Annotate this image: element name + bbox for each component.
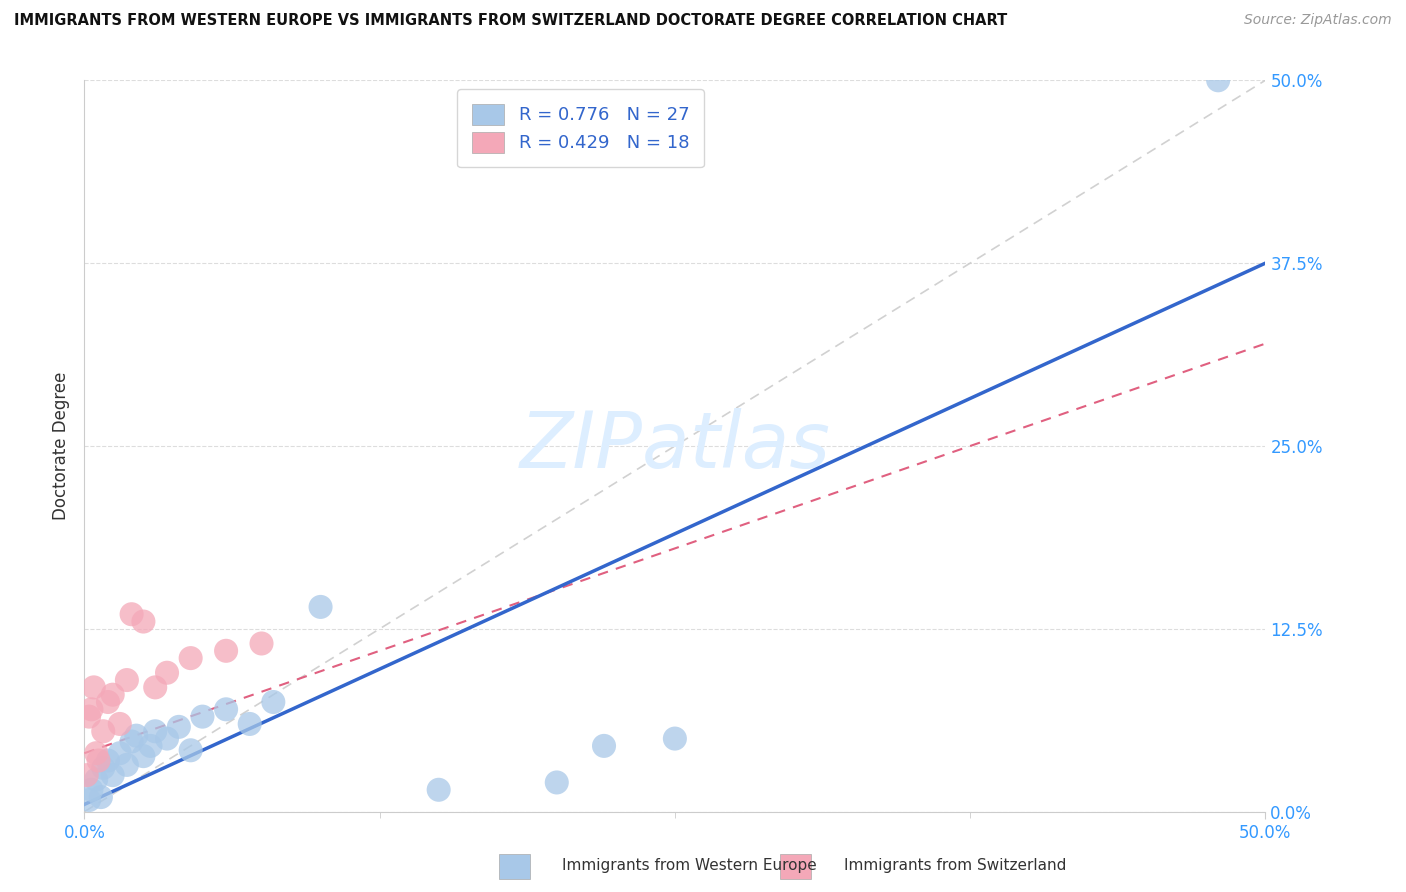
Text: Immigrants from Western Europe: Immigrants from Western Europe (562, 858, 817, 872)
Point (132, 749, 155, 764)
Point (87, 754, 110, 768)
Point (250, 636, 273, 650)
Point (139, 739, 162, 753)
Point (101, 688, 124, 702)
Text: IMMIGRANTS FROM WESTERN EUROPE VS IMMIGRANTS FROM SWITZERLAND DOCTORATE DEGREE C: IMMIGRANTS FROM WESTERN EUROPE VS IMMIGR… (14, 13, 1007, 29)
Y-axis label: Doctorate Degree: Doctorate Degree (52, 372, 70, 520)
Point (83, 681, 105, 695)
Point (546, 775, 568, 789)
Point (191, 709, 214, 723)
Point (115, 673, 138, 687)
Point (80, 702, 103, 716)
Point (125, 729, 148, 743)
Point (91, 761, 114, 775)
Point (84, 746, 107, 760)
Point (664, 731, 686, 746)
Point (143, 724, 166, 739)
Point (427, 782, 450, 797)
Point (215, 702, 238, 716)
Point (262, 695, 284, 709)
Point (121, 607, 143, 622)
Point (156, 665, 179, 680)
Text: ZIPatlas: ZIPatlas (519, 408, 831, 484)
Point (77, 793, 100, 807)
Point (108, 717, 131, 731)
Point (121, 734, 143, 748)
Point (115, 758, 138, 772)
Point (84, 772, 107, 787)
Point (215, 644, 238, 658)
Point (180, 651, 202, 665)
Legend: R = 0.776   N = 27, R = 0.429   N = 18: R = 0.776 N = 27, R = 0.429 N = 18 (457, 89, 703, 167)
Text: Immigrants from Switzerland: Immigrants from Switzerland (844, 858, 1066, 872)
Point (239, 717, 262, 731)
Point (156, 731, 179, 746)
Point (97, 695, 120, 709)
Point (90, 790, 112, 805)
Point (143, 681, 166, 695)
Point (167, 720, 190, 734)
Point (80, 782, 103, 797)
Point (132, 615, 155, 629)
Point (77, 709, 100, 723)
Point (593, 739, 616, 753)
Point (91, 724, 114, 739)
Point (101, 768, 124, 782)
Text: Source: ZipAtlas.com: Source: ZipAtlas.com (1244, 13, 1392, 28)
Point (76, 768, 98, 782)
Point (180, 743, 202, 757)
Point (108, 746, 131, 760)
Point (97, 754, 120, 768)
Point (309, 599, 332, 614)
Point (1206, 73, 1229, 87)
